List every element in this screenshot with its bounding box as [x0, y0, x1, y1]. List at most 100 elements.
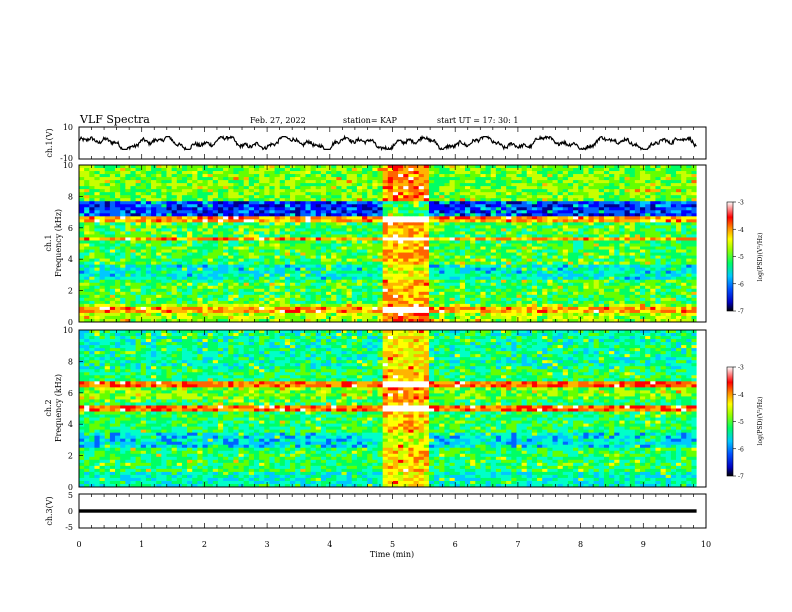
spectrogram-cell — [408, 267, 414, 272]
spectrogram-cell — [490, 213, 497, 217]
spectrogram-cell — [542, 267, 548, 272]
spectrogram-cell — [676, 255, 682, 259]
spectrogram-cell — [362, 207, 368, 211]
spectrogram-cell — [609, 270, 615, 275]
spectrogram-cell — [238, 231, 245, 235]
spectrogram-cell — [362, 282, 368, 287]
spectrogram-cell — [403, 213, 409, 217]
spectrogram-cell — [290, 186, 296, 190]
spectrogram-cell — [537, 207, 543, 211]
spectrogram-cell — [367, 258, 373, 263]
spectrogram-cell — [603, 213, 610, 217]
spectrogram-cell — [243, 216, 250, 220]
spectrogram-cell — [387, 186, 394, 190]
spectrogram-cell — [79, 192, 85, 196]
spectrogram-cell — [367, 213, 373, 217]
spectrogram-cell — [187, 204, 193, 208]
spectrogram-cell — [284, 198, 291, 202]
spectrogram-cell — [243, 171, 250, 175]
spectrogram-cell — [120, 171, 126, 175]
spectrogram-cell — [634, 186, 641, 190]
spectrogram-cell — [346, 174, 353, 178]
spectrogram-cell — [377, 225, 384, 229]
spectrogram-cell — [279, 174, 286, 178]
spectrogram-cell — [434, 171, 440, 175]
spectrogram-cell — [413, 216, 420, 220]
spectrogram-cell — [233, 285, 239, 290]
spectrogram-cell — [156, 207, 162, 211]
spectrogram-cell — [94, 186, 100, 190]
spectrogram-cell — [382, 240, 389, 244]
spectrogram-cell — [305, 243, 311, 247]
spectrogram-cell — [284, 186, 291, 190]
spectrogram-cell — [609, 243, 615, 247]
spectrogram-cell — [681, 216, 687, 220]
spectrogram-cell — [614, 198, 620, 202]
spectrogram-cell — [490, 243, 497, 247]
spectrogram-cell — [130, 198, 137, 202]
spectrogram-cell — [166, 255, 173, 259]
spectrogram-cell — [670, 180, 677, 184]
spectrogram-cell — [418, 195, 425, 199]
spectrogram-cell — [351, 258, 358, 263]
spectrogram-cell — [151, 285, 157, 290]
spectrogram-cell — [593, 225, 600, 229]
spectrogram-cell — [382, 225, 389, 229]
spectrogram-cell — [336, 285, 342, 290]
spectrogram-cell — [454, 249, 461, 253]
spectrogram-cell — [99, 279, 106, 284]
spectrogram-cell — [197, 279, 203, 284]
spectrogram-cell — [454, 273, 461, 278]
spectrogram-cell — [583, 252, 589, 256]
spectrogram-cell — [542, 243, 548, 247]
spectrogram-cell — [665, 207, 672, 211]
spectrogram-cell — [645, 252, 651, 256]
spectrogram-cell — [578, 255, 584, 259]
spectrogram-cell — [418, 228, 425, 232]
spectrogram-cell — [135, 189, 142, 193]
spectrogram-cell — [253, 171, 260, 175]
spectrogram-cell — [465, 234, 471, 238]
spectrogram-cell — [300, 189, 306, 193]
spectrogram-cell — [475, 279, 481, 284]
spectrogram-cell — [130, 210, 137, 214]
spectrogram-cell — [233, 213, 239, 217]
spectrogram-cell — [264, 213, 270, 217]
spectrogram-cell — [233, 273, 239, 278]
spectrogram-cell — [248, 252, 255, 256]
spectrogram-cell — [439, 285, 445, 290]
spectrogram-cell — [326, 213, 332, 217]
spectrogram-cell — [331, 198, 337, 202]
spectrogram-cell — [567, 177, 574, 181]
spectrogram-cell — [465, 255, 471, 259]
spectrogram-cell — [398, 183, 404, 187]
spectrogram-cell — [614, 189, 620, 193]
spectrogram-cell — [356, 255, 363, 259]
spectrogram-cell — [233, 240, 239, 244]
spectrogram-cell — [372, 174, 378, 178]
spectrogram-cell — [506, 216, 512, 220]
spectrogram-cell — [346, 219, 353, 223]
spectrogram-cell — [542, 237, 548, 241]
spectrogram-cell — [362, 192, 368, 196]
spectrogram-cell — [326, 177, 332, 181]
spectrogram-cell — [341, 282, 348, 287]
spectrogram-cell — [387, 195, 394, 199]
spectrogram-cell — [459, 204, 466, 208]
spectrogram-cell — [444, 225, 450, 229]
spectrogram-cell — [470, 171, 476, 175]
spectrogram-cell — [197, 234, 203, 238]
spectrogram-cell — [305, 168, 311, 172]
spectrogram-cell — [284, 237, 291, 241]
spectrogram-cell — [449, 204, 456, 208]
spectrogram-cell — [89, 222, 95, 226]
spectrogram-cell — [490, 258, 497, 263]
spectrogram-cell — [403, 267, 409, 272]
spectrogram-cell — [171, 189, 178, 193]
spectrogram-cell — [269, 249, 275, 253]
spectrogram-cell — [253, 168, 260, 172]
spectrogram-cell — [485, 252, 492, 256]
spectrogram-cell — [109, 267, 116, 272]
spectrogram-cell — [434, 201, 440, 205]
spectrogram-cell — [480, 213, 486, 217]
